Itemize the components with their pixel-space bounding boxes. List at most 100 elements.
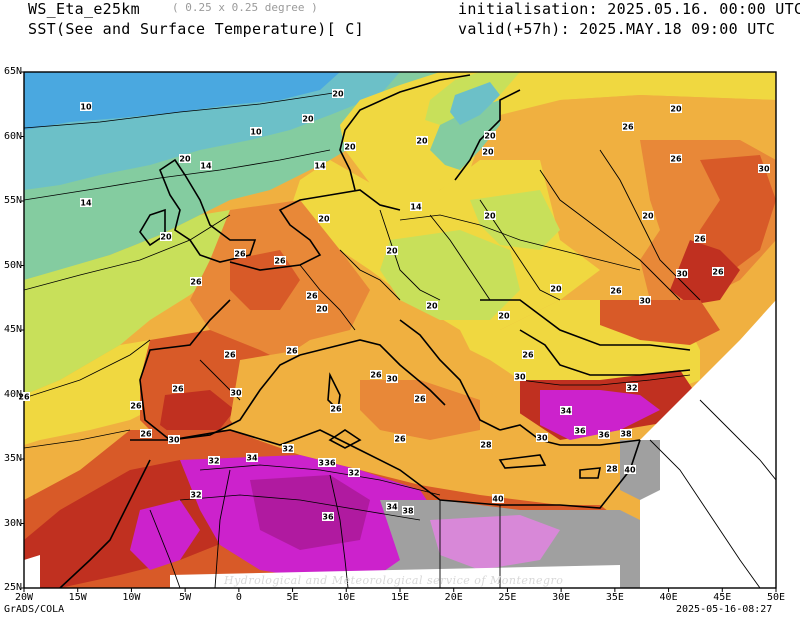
contour-label: 20 (670, 105, 682, 114)
contour-label: 26 (274, 257, 286, 266)
contour-label-bg (386, 502, 398, 511)
contour-label: 28 (606, 465, 618, 474)
contour-label-bg (190, 490, 202, 499)
contour-label: 26 (394, 435, 406, 444)
contour-label: 26 (330, 405, 342, 414)
contour-label: 26 (622, 123, 634, 132)
credit-watermark: Hydrological and Meteorological service … (224, 574, 564, 587)
contour-label: 38 (620, 430, 632, 439)
contour-label-bg (332, 89, 344, 98)
lon-label: 50E (766, 592, 786, 603)
contour-label-bg (426, 301, 438, 310)
contour-label-bg (200, 161, 212, 170)
contour-label: 30 (168, 436, 180, 445)
contour-label: 14 (200, 162, 212, 171)
contour-label-bg (676, 269, 688, 278)
contour-label-bg (498, 311, 510, 320)
contour-label: 28 (480, 441, 492, 450)
contour-label: 26 (610, 287, 622, 296)
contour-label: 26 (414, 395, 426, 404)
contour-label: 20 (344, 143, 356, 152)
contour-label-bg (386, 246, 398, 255)
lon-label: 10W (122, 592, 141, 603)
contour-label-bg (624, 465, 636, 474)
contour-label-bg (286, 346, 298, 355)
contour-label-bg (314, 161, 326, 170)
contour-lines (24, 91, 691, 521)
contour-label-bg (130, 401, 142, 410)
contour-label: 26 (370, 371, 382, 380)
lat-label: 35N (3, 453, 22, 464)
contour-label: 10 (80, 103, 92, 112)
contour-label: 14 (80, 199, 92, 208)
lat-label: 30N (3, 517, 22, 529)
contour-label-bg (234, 249, 246, 258)
lat-label: 60N (3, 130, 22, 142)
lat-label: 25N (3, 582, 22, 593)
lon-label: 5E (286, 592, 299, 603)
contour-label: 20 (160, 233, 172, 242)
coastlines (59, 74, 691, 588)
contour-label: 30 (676, 270, 688, 279)
contour-label-bg (598, 430, 610, 439)
contour-label: 20 (386, 247, 398, 256)
contour-label: 20 (416, 137, 428, 146)
contour-label-bg (670, 154, 682, 163)
contour-label-bg (318, 214, 330, 223)
contour-label-bg (480, 440, 492, 449)
contour-label-bg (282, 444, 294, 453)
contour-label-bg (574, 426, 586, 435)
contour-label-bg (370, 370, 382, 379)
software-label: GrADS/COLA (4, 604, 65, 615)
contour-label: 26 (522, 351, 534, 360)
contour-label: 36 (322, 513, 334, 522)
contour-label: 20 (642, 212, 654, 221)
contour-label: 20 (482, 148, 494, 157)
contour-label-bg (348, 468, 360, 477)
contour-label: 26 (286, 347, 298, 356)
contour-label-bg (190, 277, 202, 286)
lon-label: 5W (179, 592, 192, 603)
contour-label: 26 (670, 155, 682, 164)
contour-label: 20 (302, 115, 314, 124)
contour-label-bg (208, 456, 220, 465)
lat-label: 40N (3, 388, 22, 400)
contour-label-bg (514, 372, 526, 381)
contour-label-bg (626, 383, 638, 392)
contour-label: 40 (624, 466, 636, 475)
contour-label-bg (316, 304, 328, 313)
field-title: SST(See and Surface Temperature)[ C] (28, 20, 364, 38)
contour-label: 30 (230, 389, 242, 398)
lat-label: 65N (3, 66, 22, 77)
contour-label: 26 (234, 250, 246, 259)
contour-label-bg (642, 211, 654, 220)
contour-label-bg (484, 211, 496, 220)
contour-label-bg (416, 136, 428, 145)
lat-label: 55N (3, 195, 22, 206)
contour-label: 26 (190, 278, 202, 287)
contour-label: 36 (324, 459, 336, 468)
contour-label-bg (394, 434, 406, 443)
contour-label-bg (410, 202, 422, 211)
contour-label: 20 (179, 155, 191, 164)
contour-label-bg (306, 291, 318, 300)
contour-label-bg (414, 394, 426, 403)
contour-label-bg (670, 104, 682, 113)
lat-label: 45N (3, 324, 22, 335)
contour-label-bg (230, 388, 242, 397)
contour-label: 20 (550, 285, 562, 294)
contour-label-bg (550, 284, 562, 293)
lon-label: 40E (659, 592, 678, 603)
contour-label: 26 (130, 402, 142, 411)
contour-label-bg (322, 512, 334, 521)
contour-label-bg (758, 164, 770, 173)
contour-label-bg (560, 406, 572, 415)
contour-label: 32 (626, 384, 637, 393)
contour-label: 32 (208, 457, 219, 466)
contour-label: 14 (314, 162, 326, 171)
contour-label-bg (536, 433, 548, 442)
contour-label: 20 (318, 215, 330, 224)
lon-label: 30E (552, 592, 571, 603)
contour-label-bg (402, 506, 414, 515)
initialisation-time: initialisation: 2025.05.16. 00:00 UTC (458, 0, 800, 18)
